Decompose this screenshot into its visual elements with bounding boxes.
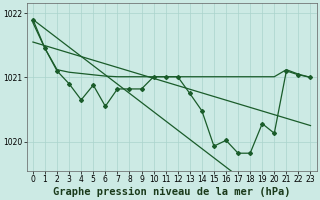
X-axis label: Graphe pression niveau de la mer (hPa): Graphe pression niveau de la mer (hPa)	[53, 186, 291, 197]
